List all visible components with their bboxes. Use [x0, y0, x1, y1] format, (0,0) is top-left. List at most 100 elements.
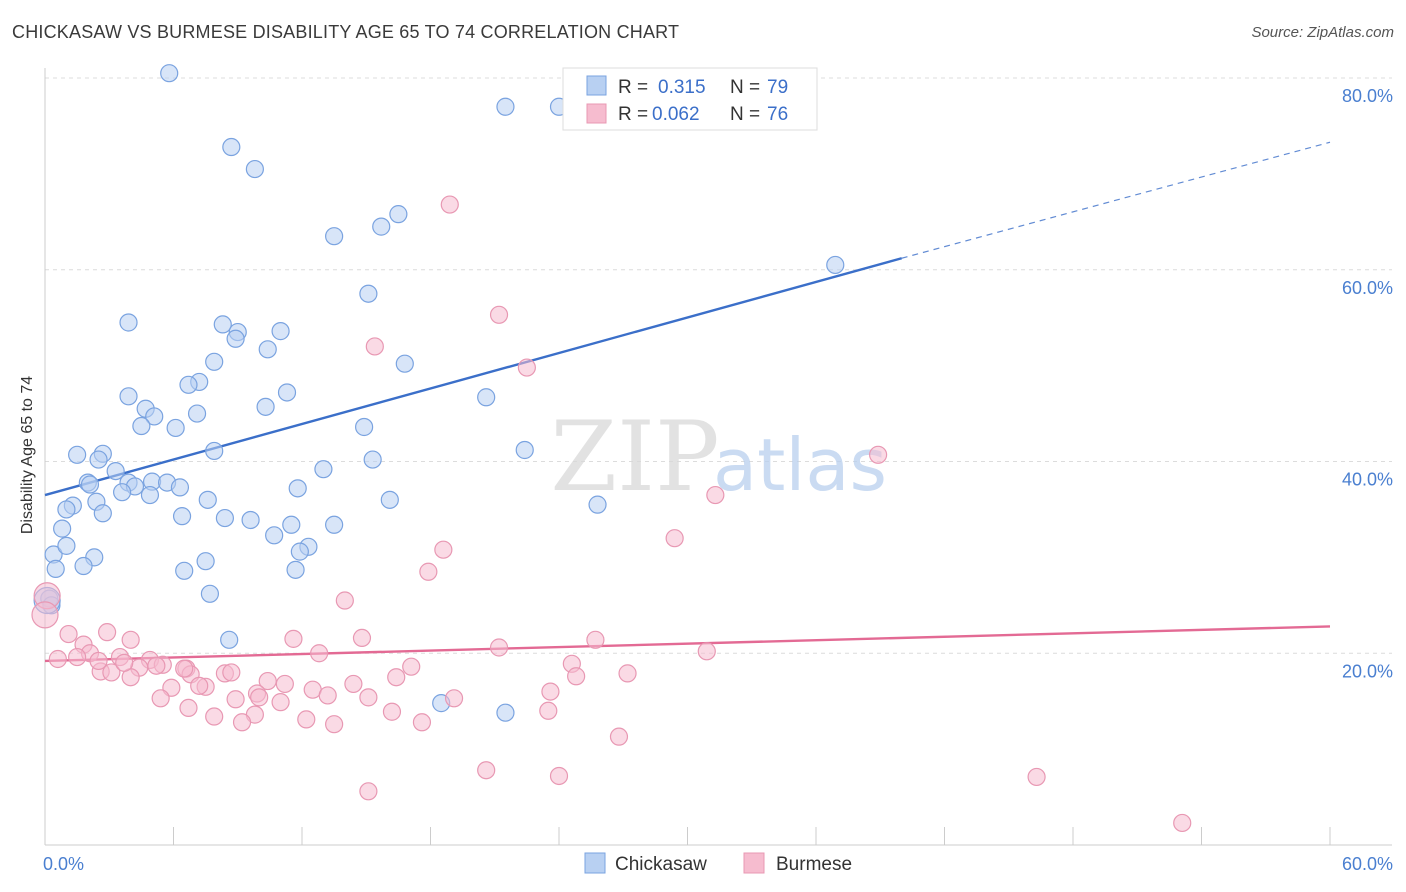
- chickasaw-point: [132, 416, 151, 436]
- burmese-point: [147, 656, 166, 675]
- chickasaw-point: [89, 450, 108, 469]
- burmese-point: [869, 445, 888, 464]
- burmese-trend-line: [44, 625, 1331, 663]
- burmese-point: [121, 630, 140, 649]
- chickasaw-point: [106, 461, 125, 481]
- chickasaw-point: [170, 478, 190, 497]
- burmese-point: [665, 529, 684, 548]
- burmese-point: [222, 663, 241, 682]
- series-legend-swatch-burmese: [743, 852, 765, 874]
- burmese-point: [706, 485, 725, 505]
- chickasaw-point: [515, 440, 534, 460]
- burmese-point: [489, 305, 509, 324]
- burmese-point: [541, 682, 560, 701]
- chickasaw-point: [213, 315, 232, 334]
- burmese-point: [586, 630, 605, 649]
- chickasaw-point: [198, 490, 217, 509]
- data-points: [31, 64, 1192, 833]
- burmese-point: [98, 623, 117, 642]
- chickasaw-point: [288, 479, 307, 498]
- burmese-point: [102, 663, 121, 682]
- burmese-point: [549, 766, 569, 786]
- chickasaw-point: [57, 500, 76, 519]
- burmese-point: [402, 657, 421, 676]
- burmese-point: [387, 668, 406, 687]
- chickasaw-point: [325, 227, 344, 246]
- chickasaw-point: [57, 536, 76, 555]
- series-legend-swatch-chickasaw: [584, 852, 606, 874]
- burmese-point: [489, 638, 509, 657]
- burmese-point: [444, 689, 464, 708]
- burmese-point: [567, 667, 586, 686]
- burmese-point: [335, 591, 354, 610]
- chickasaw-point: [395, 354, 414, 373]
- y-tick-label: 60.0%: [1342, 278, 1393, 298]
- chickasaw-point: [380, 490, 399, 509]
- chickasaw-point: [226, 329, 245, 348]
- burmese-point: [232, 713, 252, 732]
- chickasaw-point: [496, 703, 515, 722]
- burmese-point: [226, 690, 245, 709]
- burmese-point: [151, 689, 170, 708]
- chickasaw-point: [166, 418, 185, 438]
- burmese-point: [48, 649, 67, 669]
- chickasaw-point: [196, 552, 215, 571]
- burmese-point: [477, 761, 496, 780]
- burmese-point: [539, 701, 558, 720]
- chickasaw-point: [93, 504, 112, 523]
- chickasaw-point: [389, 205, 408, 224]
- y-tick-label: 80.0%: [1342, 86, 1393, 106]
- chickasaw-point: [68, 445, 87, 464]
- y-tick-label: 40.0%: [1342, 470, 1393, 490]
- chickasaw-point: [477, 388, 496, 407]
- burmese-point: [250, 688, 269, 707]
- trend-lines: [44, 141, 1331, 663]
- burmese-point: [359, 688, 378, 707]
- chickasaw-point: [271, 322, 290, 341]
- legend-r-label-1: R =: [618, 77, 648, 98]
- burmese-point: [412, 713, 432, 732]
- stats-legend: R = 0.315 N = 79 R = 0.062 N = 76: [562, 67, 818, 131]
- legend-r-label-2: R =: [618, 104, 648, 125]
- burmese-point: [618, 664, 637, 683]
- legend-r-value-2: 0.062: [652, 104, 700, 125]
- chickasaw-point: [256, 397, 275, 416]
- chickasaw-point: [359, 284, 378, 303]
- burmese-point: [175, 659, 194, 678]
- chickasaw-trend-extension: [901, 141, 1331, 259]
- burmese-point: [31, 601, 59, 629]
- chickasaw-point: [265, 526, 284, 545]
- watermark-zip: ZIP: [550, 401, 719, 513]
- chart-source: Source: ZipAtlas.com: [1251, 24, 1394, 41]
- burmese-point: [297, 710, 316, 729]
- legend-r-value-1: 0.315: [658, 77, 706, 98]
- chickasaw-point: [119, 313, 138, 332]
- burmese-point: [271, 693, 290, 712]
- burmese-point: [89, 651, 108, 671]
- chickasaw-point: [241, 510, 260, 530]
- chickasaw-point: [325, 515, 344, 534]
- chickasaw-point: [160, 64, 179, 83]
- burmese-point: [352, 628, 372, 648]
- chickasaw-point: [222, 137, 241, 157]
- legend-swatch-chickasaw: [586, 75, 607, 96]
- chickasaw-point: [220, 630, 239, 649]
- burmese-point: [440, 195, 459, 214]
- burmese-point: [1173, 813, 1192, 833]
- tick-labels: 20.0% 40.0% 60.0% 80.0% 0.0% 60.0%: [43, 86, 1393, 874]
- chickasaw-point: [187, 404, 207, 423]
- series-legend-burmese: Burmese: [776, 854, 852, 875]
- chickasaw-point: [826, 255, 845, 275]
- chickasaw-point: [314, 460, 333, 479]
- gridlines: [45, 77, 1392, 654]
- chickasaw-point: [112, 483, 132, 502]
- chickasaw-point: [53, 519, 72, 538]
- chickasaw-point: [290, 542, 309, 561]
- chickasaw-point: [205, 352, 224, 371]
- chickasaw-point: [588, 495, 607, 514]
- chickasaw-point: [145, 407, 164, 426]
- chickasaw-point: [175, 561, 194, 580]
- x-tick-label-end: 60.0%: [1342, 854, 1393, 874]
- burmese-point: [517, 358, 536, 377]
